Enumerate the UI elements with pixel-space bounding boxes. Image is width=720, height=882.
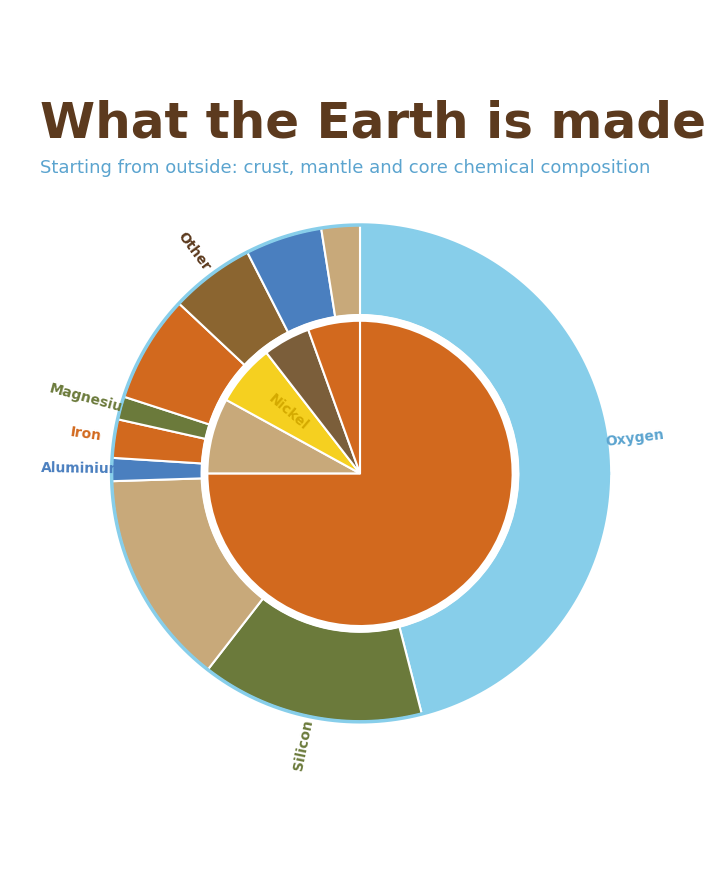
- Wedge shape: [321, 225, 360, 317]
- Wedge shape: [207, 400, 360, 474]
- Wedge shape: [112, 478, 263, 669]
- Text: What the Earth is made of: What the Earth is made of: [40, 99, 720, 147]
- Text: Nickel: Nickel: [266, 392, 310, 433]
- Text: Starting from outside: crust, mantle and core chemical composition: Starting from outside: crust, mantle and…: [40, 159, 650, 176]
- Text: Oxygen: Oxygen: [605, 428, 665, 449]
- Wedge shape: [226, 353, 360, 474]
- Text: Iron: Iron: [69, 425, 102, 444]
- Wedge shape: [266, 330, 360, 474]
- Wedge shape: [208, 599, 422, 721]
- Text: Silicon: Silicon: [292, 718, 316, 772]
- Wedge shape: [247, 228, 336, 333]
- Wedge shape: [117, 397, 210, 439]
- Wedge shape: [308, 321, 360, 474]
- Wedge shape: [207, 321, 513, 626]
- Text: Other: Other: [174, 229, 212, 273]
- Text: Aluminium: Aluminium: [41, 461, 125, 476]
- Wedge shape: [112, 458, 202, 482]
- Wedge shape: [179, 252, 288, 365]
- Wedge shape: [360, 225, 608, 714]
- Wedge shape: [112, 419, 205, 463]
- Wedge shape: [124, 303, 245, 424]
- Text: Magnesium: Magnesium: [48, 382, 138, 419]
